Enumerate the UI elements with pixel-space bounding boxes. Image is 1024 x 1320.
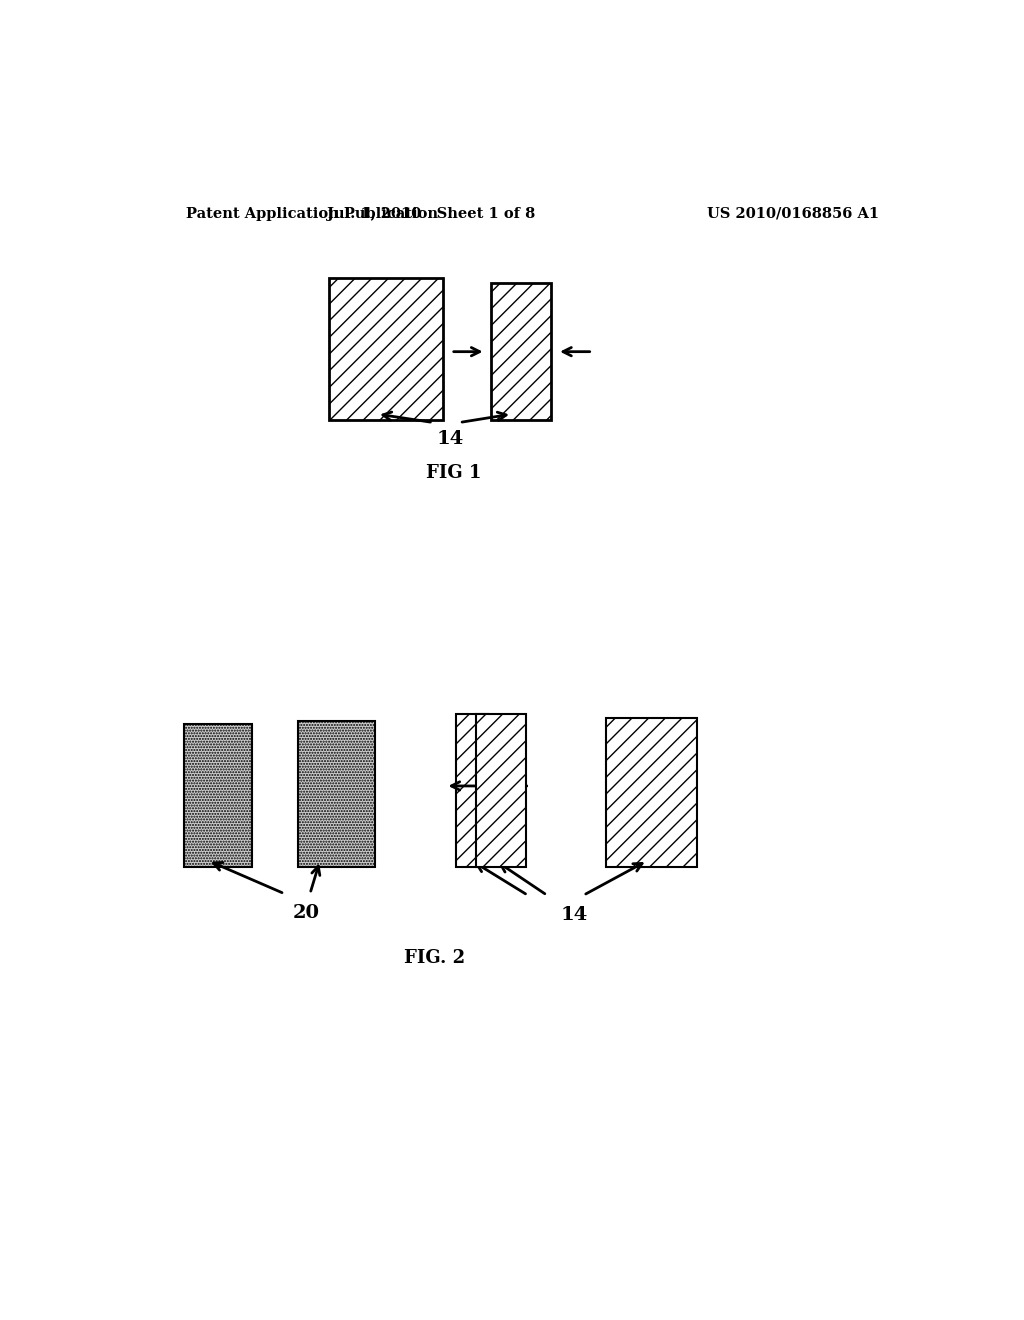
Text: 14: 14 [560, 906, 588, 924]
Bar [606, 718, 697, 867]
Bar [330, 277, 443, 420]
Text: Jul. 1, 2010   Sheet 1 of 8: Jul. 1, 2010 Sheet 1 of 8 [327, 207, 535, 220]
Text: FIG. 2: FIG. 2 [404, 949, 465, 966]
Bar [184, 725, 252, 867]
Text: Patent Application Publication: Patent Application Publication [186, 207, 438, 220]
Bar [456, 714, 487, 867]
Text: 14: 14 [436, 430, 464, 449]
Bar [490, 284, 551, 420]
Text: 20: 20 [293, 904, 319, 921]
Text: FIG 1: FIG 1 [426, 463, 481, 482]
Bar [298, 721, 376, 867]
Bar [475, 714, 525, 867]
Text: US 2010/0168856 A1: US 2010/0168856 A1 [707, 207, 879, 220]
